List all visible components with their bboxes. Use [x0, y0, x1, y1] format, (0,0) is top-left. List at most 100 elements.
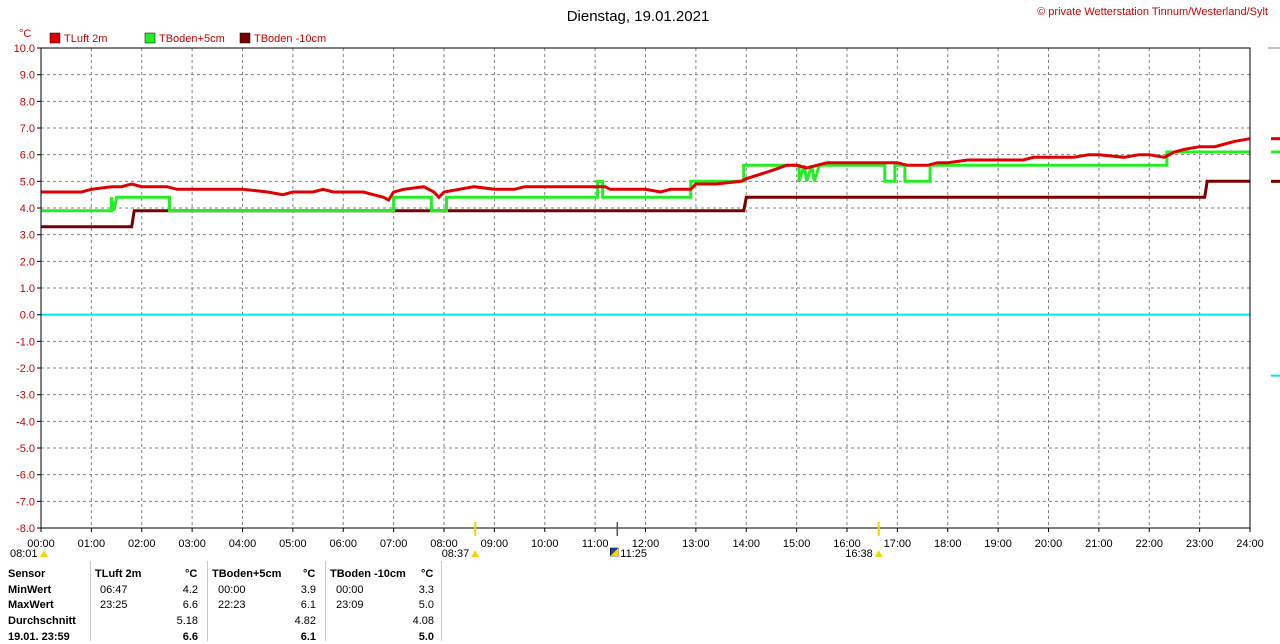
- stats-time: 23:09: [336, 599, 364, 611]
- y-tick-label: 1.0: [20, 283, 35, 295]
- x-tick-label: 07:00: [380, 538, 408, 550]
- sun-markers: 08:01 08:37 11:25 16:38: [10, 522, 883, 560]
- y-tick-label: -4.0: [16, 416, 35, 428]
- x-tick-label: 15:00: [783, 538, 811, 550]
- column-separator: [90, 561, 91, 641]
- stats-time: 00:00: [218, 584, 246, 596]
- y-tick-label: 9.0: [20, 70, 35, 82]
- x-tick-label: 23:00: [1186, 538, 1214, 550]
- legend-swatch-tluft: [49, 32, 61, 44]
- y-tick-label: 2.0: [20, 256, 35, 268]
- stats-value: 6.1: [300, 631, 316, 643]
- x-tick-label: 11:00: [582, 538, 609, 550]
- sunrise-icon: [471, 550, 480, 557]
- x-tick-label: 12:00: [632, 538, 660, 550]
- y-tick-label: 8.0: [20, 96, 35, 108]
- stats-header-unit: °C: [185, 568, 198, 580]
- x-tick-label: 22:00: [1135, 538, 1163, 550]
- y-unit-label: °C: [19, 28, 31, 40]
- column-separator: [325, 561, 326, 641]
- legend-label-tboden5: TBoden+5cm: [159, 33, 225, 45]
- y-tick-label: 3.0: [20, 230, 35, 242]
- x-tick-label: 01:00: [78, 538, 106, 550]
- statistics-table: Sensor TLuft 2m °C TBoden+5cm °C TBoden …: [0, 561, 445, 643]
- legend: TLuft 2m TBoden+5cm TBoden -10cm: [49, 32, 326, 45]
- x-tick-label: 08:00: [430, 538, 458, 550]
- y-tick-label: 10.0: [14, 43, 35, 55]
- y-tick-label: 4.0: [20, 203, 35, 215]
- stats-value: 5.0: [418, 599, 434, 611]
- y-tick-label: -8.0: [16, 523, 35, 535]
- stats-header-tluft: TLuft 2m: [95, 568, 142, 580]
- x-tick-label: 09:00: [481, 538, 509, 550]
- grid: [41, 48, 1250, 528]
- y-tick-label: 0.0: [20, 310, 35, 322]
- y-tick-label: -1.0: [16, 336, 35, 348]
- x-tick-label: 20:00: [1035, 538, 1063, 550]
- stats-row-label: Durchschnitt: [8, 615, 76, 627]
- chart-title: Dienstag, 19.01.2021: [567, 8, 710, 25]
- sunset-icon: [874, 550, 883, 557]
- right-edge-indicators: [1268, 47, 1280, 377]
- stats-time: 22:23: [218, 599, 246, 611]
- y-tick-label: 6.0: [20, 150, 35, 162]
- x-tick-label: 10:00: [531, 538, 559, 550]
- x-tick-label: 04:00: [229, 538, 257, 550]
- y-tick-label: -3.0: [16, 390, 35, 402]
- stats-value: 6.6: [182, 631, 198, 643]
- stats-value: 5.0: [418, 631, 434, 643]
- sun-time-label: 16:38: [845, 548, 873, 560]
- stats-header-unit: °C: [303, 568, 316, 580]
- x-tick-labels: 00:00 01:00 02:00 03:00 04:00 05:00 06:00 07:00…: [27, 528, 1264, 550]
- sun-time-label: 08:37: [442, 548, 470, 560]
- y-tick-label: -2.0: [16, 363, 35, 375]
- x-tick-label: 13:00: [682, 538, 710, 550]
- series-line-tluft: [41, 137, 1251, 202]
- y-tick-label: -6.0: [16, 470, 35, 482]
- sunrise-icon: [40, 550, 48, 557]
- stats-header-tboden5: TBoden+5cm: [212, 568, 282, 580]
- stats-value: 4.2: [182, 584, 198, 596]
- copyright-notice: © private Wetterstation Tinnum/Westerlan…: [1037, 6, 1268, 18]
- column-separator: [207, 561, 208, 641]
- stats-time: 06:47: [100, 584, 128, 596]
- stats-value: 4.08: [412, 615, 434, 627]
- stats-value: 3.9: [300, 584, 316, 596]
- x-tick-label: 06:00: [329, 538, 357, 550]
- stats-row-label: 19.01. 23:59: [8, 631, 70, 643]
- x-tick-label: 00:00: [27, 538, 55, 550]
- x-tick-label: 21:00: [1085, 538, 1113, 550]
- stats-header-sensor: Sensor: [8, 568, 46, 580]
- noon-icon-half: [610, 548, 619, 556]
- stats-value: 3.3: [418, 584, 434, 596]
- x-tick-label: 18:00: [934, 538, 962, 550]
- column-separator: [441, 561, 442, 641]
- stats-time: 00:00: [336, 584, 364, 596]
- y-tick-label: -5.0: [16, 443, 35, 455]
- legend-label-tboden10: TBoden -10cm: [254, 33, 326, 45]
- series-layer: [41, 137, 1251, 229]
- stats-value: 6.6: [182, 599, 198, 611]
- stats-value: 5.18: [176, 615, 198, 627]
- legend-swatch-tboden10: [239, 32, 251, 44]
- sunrise-time-label: 08:01: [10, 548, 38, 560]
- y-tick-label: 7.0: [20, 123, 35, 135]
- stats-row-label: MinWert: [8, 584, 52, 596]
- series-line-tboden10: [41, 179, 1250, 229]
- legend-swatch-tboden5: [144, 32, 156, 44]
- x-tick-label: 02:00: [128, 538, 156, 550]
- x-tick-label: 16:00: [833, 538, 861, 550]
- x-tick-label: 03:00: [178, 538, 206, 550]
- stats-time: 23:25: [100, 599, 128, 611]
- x-tick-label: 24:00: [1236, 538, 1264, 550]
- x-tick-label: 17:00: [884, 538, 912, 550]
- stats-value: 4.82: [294, 615, 316, 627]
- y-tick-label: 5.0: [20, 176, 35, 188]
- x-tick-label: 05:00: [279, 538, 307, 550]
- stats-header-unit: °C: [421, 568, 434, 580]
- y-tick-labels: 10.0 9.0 8.0 7.0 6.0 5.0 4.0 3.0 2.0 1.0 0.0 -1.0 -2…: [14, 43, 41, 535]
- stats-row-label: MaxWert: [8, 599, 54, 611]
- noon-time-label: 11:25: [620, 548, 647, 560]
- y-tick-label: -7.0: [16, 496, 35, 508]
- x-tick-label: 14:00: [732, 538, 760, 550]
